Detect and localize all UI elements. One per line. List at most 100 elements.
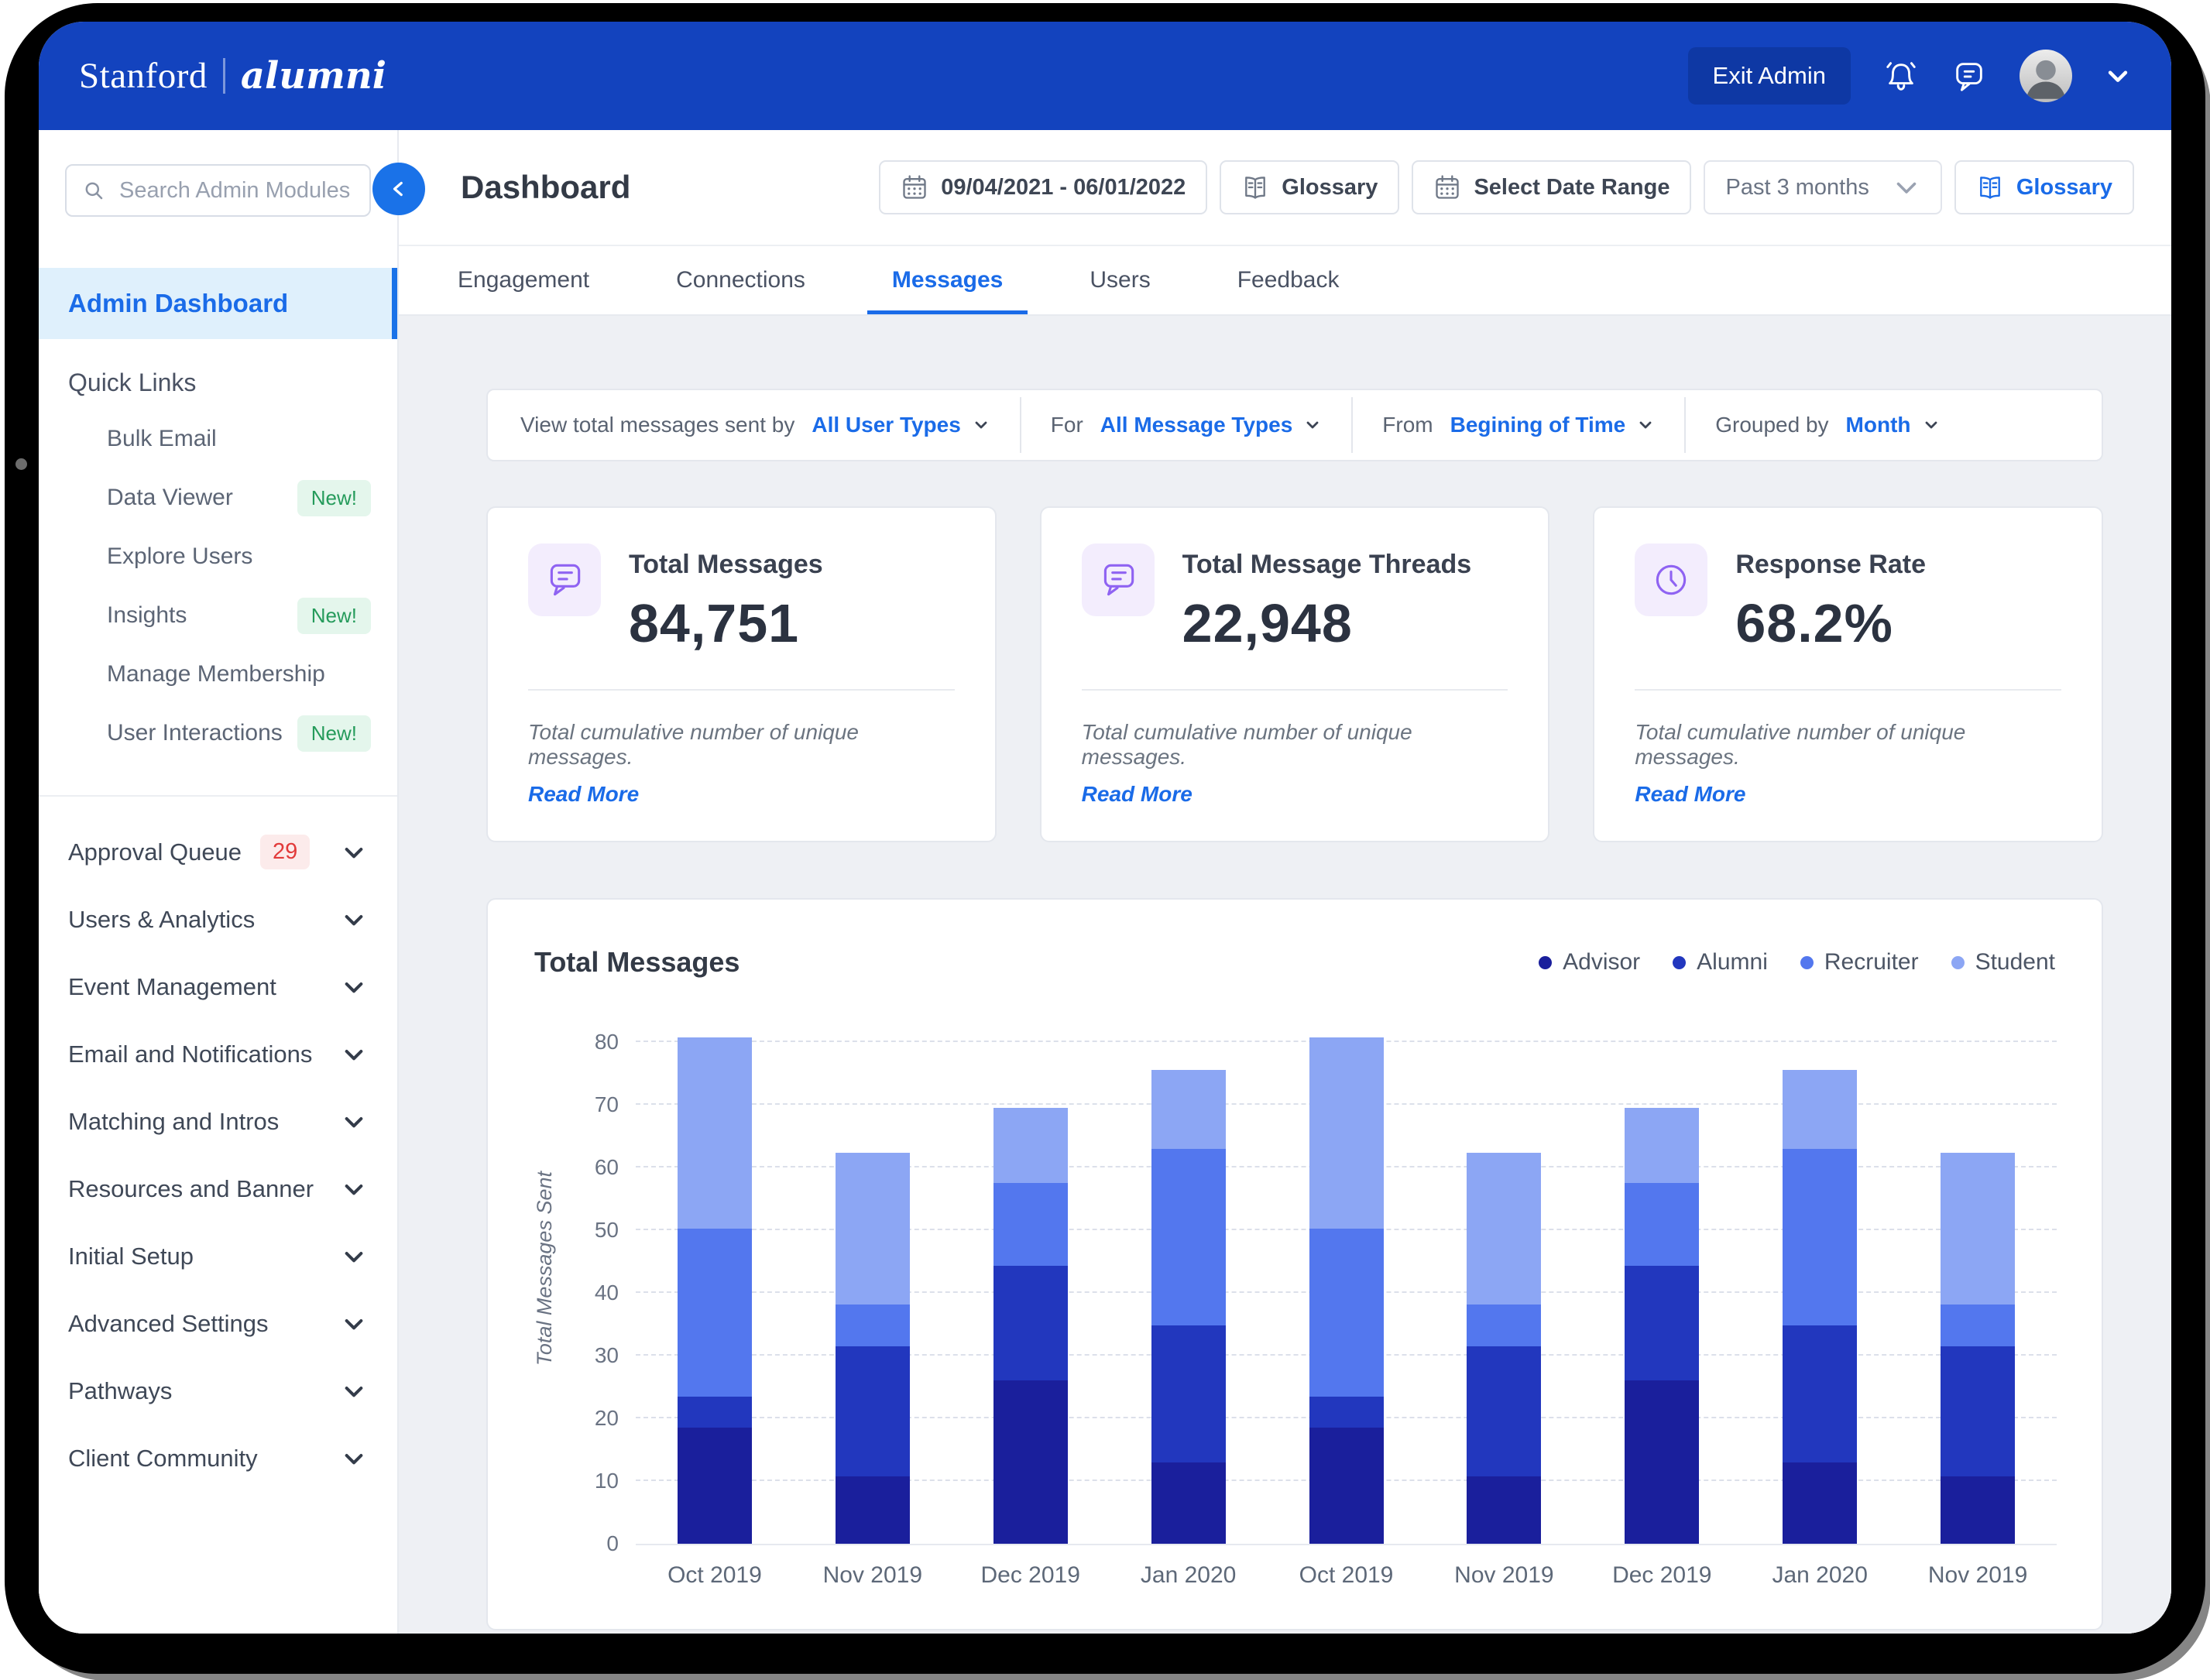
sidebar-item-resources-and-banner[interactable]: Resources and Banner (68, 1155, 366, 1222)
y-tick-70: 70 (594, 1092, 619, 1116)
stacked-bar-nov-2019-2[interactable] (835, 1153, 910, 1544)
sidebar-item-pathways[interactable]: Pathways (68, 1357, 366, 1425)
sidebar-item-explore-users[interactable]: Explore Users (68, 527, 371, 586)
exit-admin-button[interactable]: Exit Admin (1687, 47, 1851, 105)
search-input[interactable] (118, 177, 354, 204)
select-date-range-button[interactable]: Select Date Range (1412, 160, 1692, 214)
sidebar-item-email-and-notifications[interactable]: Email and Notifications (68, 1020, 366, 1088)
legend-label: Recruiter (1824, 949, 1919, 975)
sidebar-item-label: Pathways (68, 1377, 173, 1404)
chart-title: Total Messages (534, 946, 740, 978)
chart-legend: Advisor Alumni Recruiter Student (1539, 949, 2055, 975)
sidebar-item-admin-dashboard[interactable]: Admin Dashboard (39, 268, 397, 339)
tab-feedback[interactable]: Feedback (1213, 246, 1364, 314)
stacked-bar-nov-2019-9[interactable] (1941, 1153, 2016, 1544)
filter-value-dropdown[interactable]: Begining of Time (1450, 413, 1656, 437)
read-more-link[interactable]: Read More (528, 782, 640, 806)
date-range-button[interactable]: 09/04/2021 - 06/01/2022 (879, 160, 1208, 214)
sidebar-item-insights[interactable]: Insights New! (68, 586, 371, 645)
stat-value: 84,751 (629, 593, 800, 653)
stacked-bar-dec-2019-7[interactable] (1625, 1108, 1700, 1544)
avatar[interactable] (2020, 50, 2072, 102)
bar-slot-7 (1583, 1019, 1741, 1544)
sidebar-item-advanced-settings[interactable]: Advanced Settings (68, 1290, 366, 1357)
x-tick-7: Dec 2019 (1612, 1562, 1712, 1588)
segment-advisor (835, 1476, 910, 1544)
stanford-alumni-logo: Stanford alumni (79, 54, 386, 98)
chat-icon[interactable] (1951, 58, 1987, 94)
segment-recruiter (1941, 1304, 2016, 1346)
tab-messages[interactable]: Messages (866, 246, 1028, 314)
sidebar-item-event-management[interactable]: Event Management (68, 953, 366, 1020)
segment-recruiter (677, 1228, 752, 1397)
sidebar-item-matching-and-intros[interactable]: Matching and Intros (68, 1088, 366, 1155)
segment-advisor (1151, 1462, 1226, 1544)
segment-recruiter (993, 1183, 1068, 1267)
book-icon (1979, 177, 2000, 199)
device-frame: Stanford alumni Exit Admin (5, 3, 2205, 1674)
collapse-sidebar-button[interactable] (372, 163, 425, 215)
book-icon (1245, 177, 1266, 199)
bell-icon[interactable] (1883, 58, 1919, 94)
filter-value-dropdown[interactable]: All Message Types (1100, 413, 1322, 437)
stat-divider (528, 689, 955, 691)
read-more-link[interactable]: Read More (1081, 782, 1193, 806)
sidebar-item-user-interactions[interactable]: User Interactions New! (68, 704, 371, 763)
bar-slot-8 (1741, 1019, 1899, 1544)
stacked-bar-oct-2019-1[interactable] (677, 1037, 752, 1544)
tab-users[interactable]: Users (1065, 246, 1175, 314)
stacked-bar-dec-2019-3[interactable] (993, 1108, 1068, 1544)
stacked-bar-nov-2019-6[interactable] (1467, 1153, 1542, 1544)
sidebar-item-bulk-email[interactable]: Bulk Email (68, 410, 371, 468)
period-dropdown[interactable]: Past 3 months (1704, 160, 1942, 214)
sidebar-item-label: Manage Membership (107, 661, 325, 687)
new-badge: New! (297, 715, 371, 752)
tab-engagement[interactable]: Engagement (433, 246, 614, 314)
sidebar-item-client-community[interactable]: Client Community (68, 1425, 366, 1492)
stacked-bar-oct-2019-5[interactable] (1309, 1037, 1384, 1544)
device-camera-dot (15, 458, 27, 470)
stat-note: Total cumulative number of unique messag… (1635, 720, 1966, 769)
sidebar-item-approval-queue[interactable]: Approval Queue 29 (68, 818, 366, 886)
admin-modules-search[interactable] (65, 164, 371, 217)
filter-value-dropdown[interactable]: All User Types (812, 413, 990, 437)
segment-recruiter (1309, 1228, 1384, 1397)
glossary-label: Glossary (1282, 174, 1378, 200)
sidebar-item-manage-membership[interactable]: Manage Membership (68, 645, 371, 704)
bar-chart-plot: 0 10 20 30 40 50 60 70 80 (595, 1019, 2057, 1555)
bar-slot-5 (1268, 1019, 1426, 1544)
stacked-bar-jan-2020-4[interactable] (1151, 1070, 1226, 1544)
bar-slot-2 (794, 1019, 952, 1544)
search-icon (85, 182, 103, 200)
legend-item-alumni[interactable]: Alumni (1673, 949, 1768, 975)
bar-slot-1 (636, 1019, 794, 1544)
bar-slot-9 (1899, 1019, 2057, 1544)
chart-area: Total Messages Sent 0 10 20 30 40 50 60 70 80 Oc… (533, 1019, 2057, 1589)
glossary-button[interactable]: Glossary (1220, 160, 1400, 214)
filter-label: Grouped by (1715, 413, 1829, 437)
stacked-bar-jan-2020-8[interactable] (1783, 1070, 1858, 1544)
sidebar-item-label: Advanced Settings (68, 1309, 269, 1337)
segment-student (1151, 1070, 1226, 1149)
stat-card-top: Total Messages 84,751 (528, 543, 955, 689)
y-tick-60: 60 (594, 1155, 619, 1179)
legend-item-recruiter[interactable]: Recruiter (1800, 949, 1919, 975)
legend-item-student[interactable]: Student (1951, 949, 2055, 975)
filter-value-dropdown[interactable]: Month (1846, 413, 1941, 437)
segment-student (993, 1108, 1068, 1184)
glossary-link-button[interactable]: Glossary (1954, 160, 2134, 214)
sidebar-item-users-analytics[interactable]: Users & Analytics (68, 886, 366, 953)
page-header: Dashboard 09/04/2021 - 06/01/2022 (372, 130, 2171, 246)
read-more-link[interactable]: Read More (1635, 782, 1746, 806)
stat-note: Total cumulative number of unique messag… (1081, 720, 1412, 769)
segment-alumni (1309, 1396, 1384, 1428)
sidebar-item-initial-setup[interactable]: Initial Setup (68, 1222, 366, 1290)
segment-student (835, 1153, 910, 1305)
filter-divider (1351, 397, 1354, 453)
chevron-down-icon[interactable] (2105, 63, 2131, 89)
x-tick-8: Jan 2020 (1772, 1562, 1868, 1588)
legend-item-advisor[interactable]: Advisor (1539, 949, 1640, 975)
tab-connections[interactable]: Connections (651, 246, 830, 314)
topbar-actions: Exit Admin (1687, 47, 2131, 105)
sidebar-item-data-viewer[interactable]: Data Viewer New! (68, 468, 371, 527)
